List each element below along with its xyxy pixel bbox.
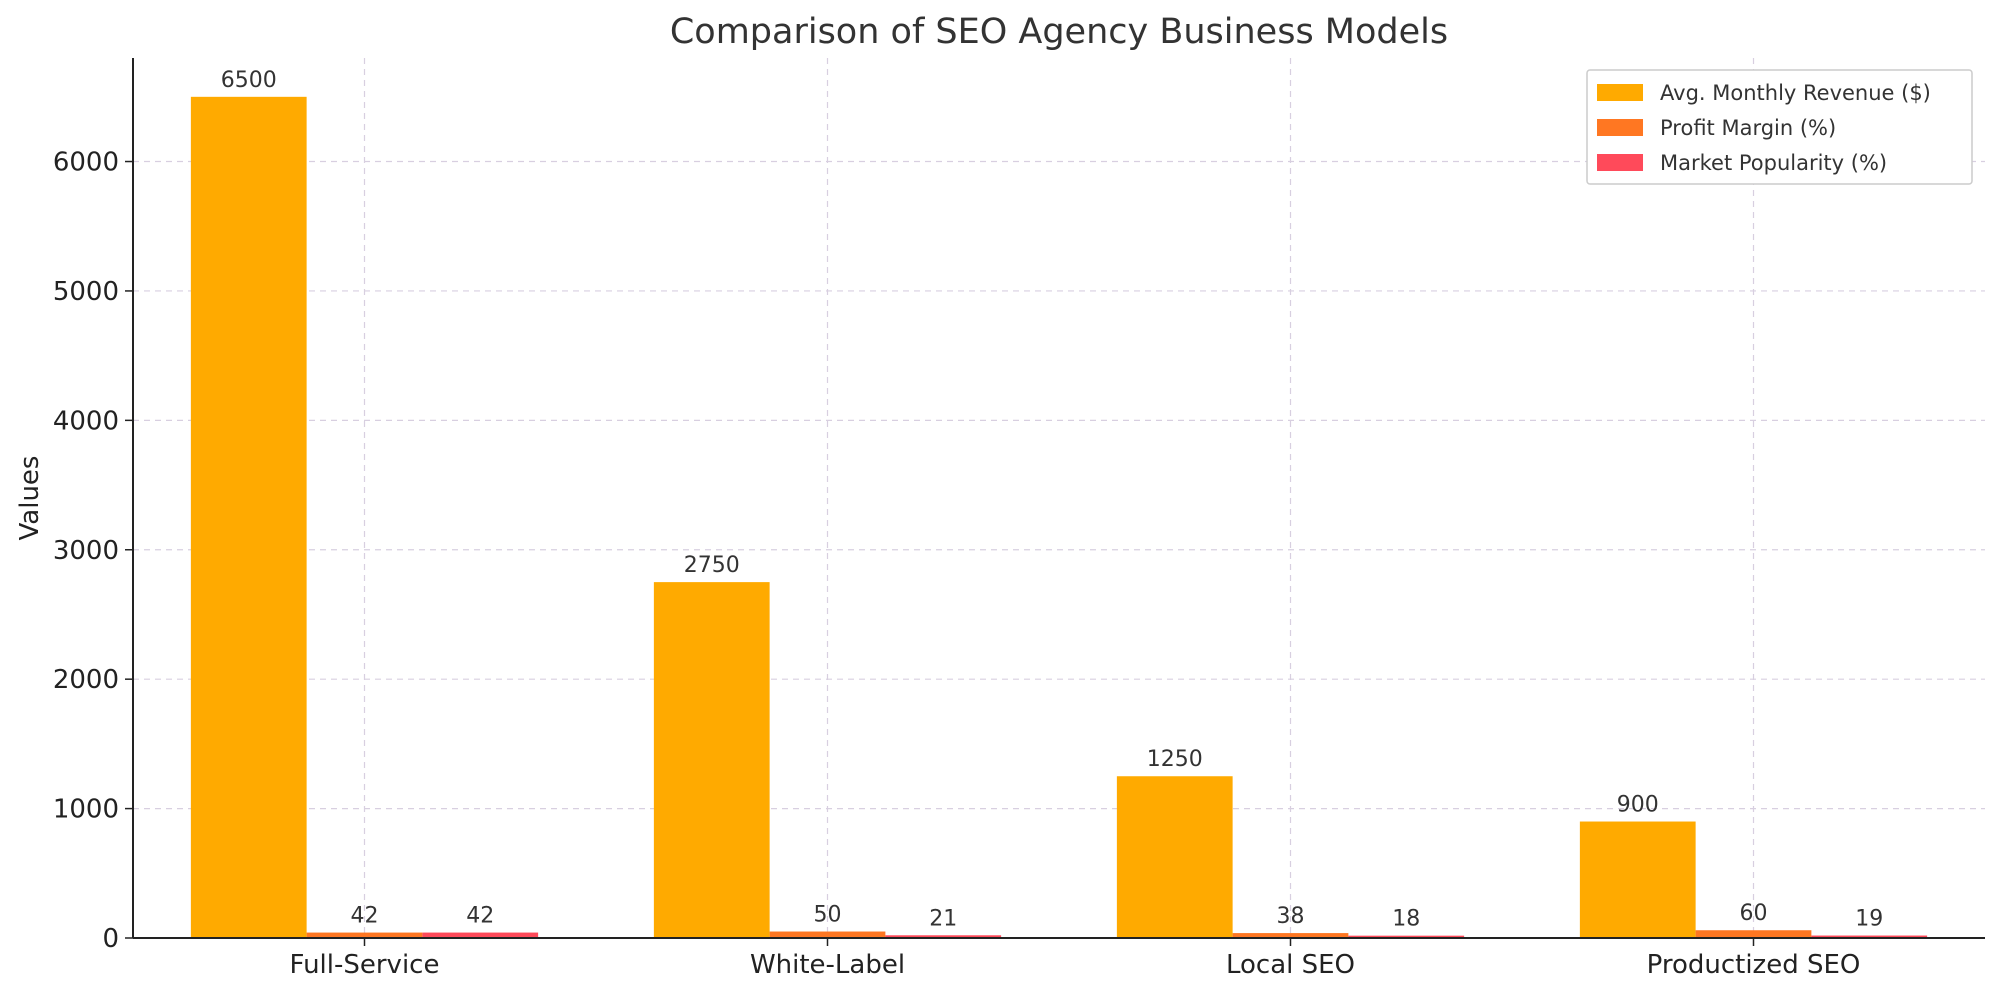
legend-swatch bbox=[1597, 119, 1643, 136]
legend-items: Avg. Monthly Revenue ($) Profit Margin (%… bbox=[1597, 81, 1931, 175]
data-labels-layer: 6500 2750 1250 900 42 50 38 60 42 21 18 19 bbox=[221, 68, 1884, 932]
legend: Avg. Monthly Revenue ($) Profit Margin (%… bbox=[1586, 69, 1973, 185]
legend-label: Avg. Monthly Revenue ($) bbox=[1660, 81, 1931, 105]
x-tick-label: White-Label bbox=[750, 950, 905, 980]
data-label: 38 bbox=[1277, 904, 1305, 929]
data-label: 42 bbox=[466, 904, 494, 929]
data-label: 6500 bbox=[221, 68, 277, 93]
data-label: 1250 bbox=[1147, 747, 1203, 772]
x-tick-label: Productized SEO bbox=[1647, 950, 1861, 980]
bar-series-2 bbox=[1232, 933, 1349, 938]
bar-series-2 bbox=[306, 932, 423, 938]
bar-series-1 bbox=[190, 96, 307, 938]
legend-label: Profit Margin (%) bbox=[1660, 116, 1836, 140]
bars-layer bbox=[190, 96, 1928, 938]
legend-swatch bbox=[1597, 154, 1643, 171]
bar-series-3 bbox=[422, 932, 539, 938]
bar-series-1 bbox=[653, 582, 770, 938]
bar-series-3 bbox=[1811, 935, 1928, 938]
data-label: 900 bbox=[1617, 793, 1659, 818]
legend-label: Market Popularity (%) bbox=[1660, 151, 1887, 175]
bar-series-3 bbox=[1348, 935, 1465, 938]
bar-series-1 bbox=[1579, 821, 1696, 938]
y-tick-label: 5000 bbox=[53, 277, 119, 307]
data-label: 2750 bbox=[684, 553, 740, 578]
y-tick-label: 0 bbox=[102, 924, 119, 954]
legend-box bbox=[1586, 69, 1973, 185]
y-axis-label: Values bbox=[15, 456, 45, 541]
bar-series-1 bbox=[1116, 776, 1233, 938]
grid-layer bbox=[133, 58, 1985, 938]
y-tick-label: 3000 bbox=[53, 536, 119, 566]
y-tick-label: 4000 bbox=[53, 406, 119, 436]
data-label: 42 bbox=[351, 904, 379, 929]
legend-swatch bbox=[1597, 84, 1643, 101]
data-label: 19 bbox=[1855, 907, 1883, 932]
data-label: 50 bbox=[814, 903, 842, 928]
y-tick-label: 1000 bbox=[53, 795, 119, 825]
chart-title: Comparison of SEO Agency Business Models bbox=[670, 12, 1448, 52]
bar-series-2 bbox=[769, 931, 886, 938]
data-label: 21 bbox=[929, 906, 957, 931]
x-ticks: Full-Service White-Label Local SEO Producti… bbox=[290, 938, 1861, 980]
x-tick-label: Local SEO bbox=[1226, 950, 1355, 980]
y-tick-label: 2000 bbox=[53, 665, 119, 695]
axes-layer bbox=[132, 58, 1985, 939]
data-label: 18 bbox=[1392, 907, 1420, 932]
x-tick-label: Full-Service bbox=[290, 950, 440, 980]
data-label: 60 bbox=[1740, 901, 1768, 926]
bar-series-2 bbox=[1695, 930, 1812, 938]
y-ticks: 0 1000 2000 3000 4000 5000 6000 bbox=[53, 148, 133, 954]
bar-series-3 bbox=[885, 935, 1002, 938]
y-tick-label: 6000 bbox=[53, 148, 119, 178]
